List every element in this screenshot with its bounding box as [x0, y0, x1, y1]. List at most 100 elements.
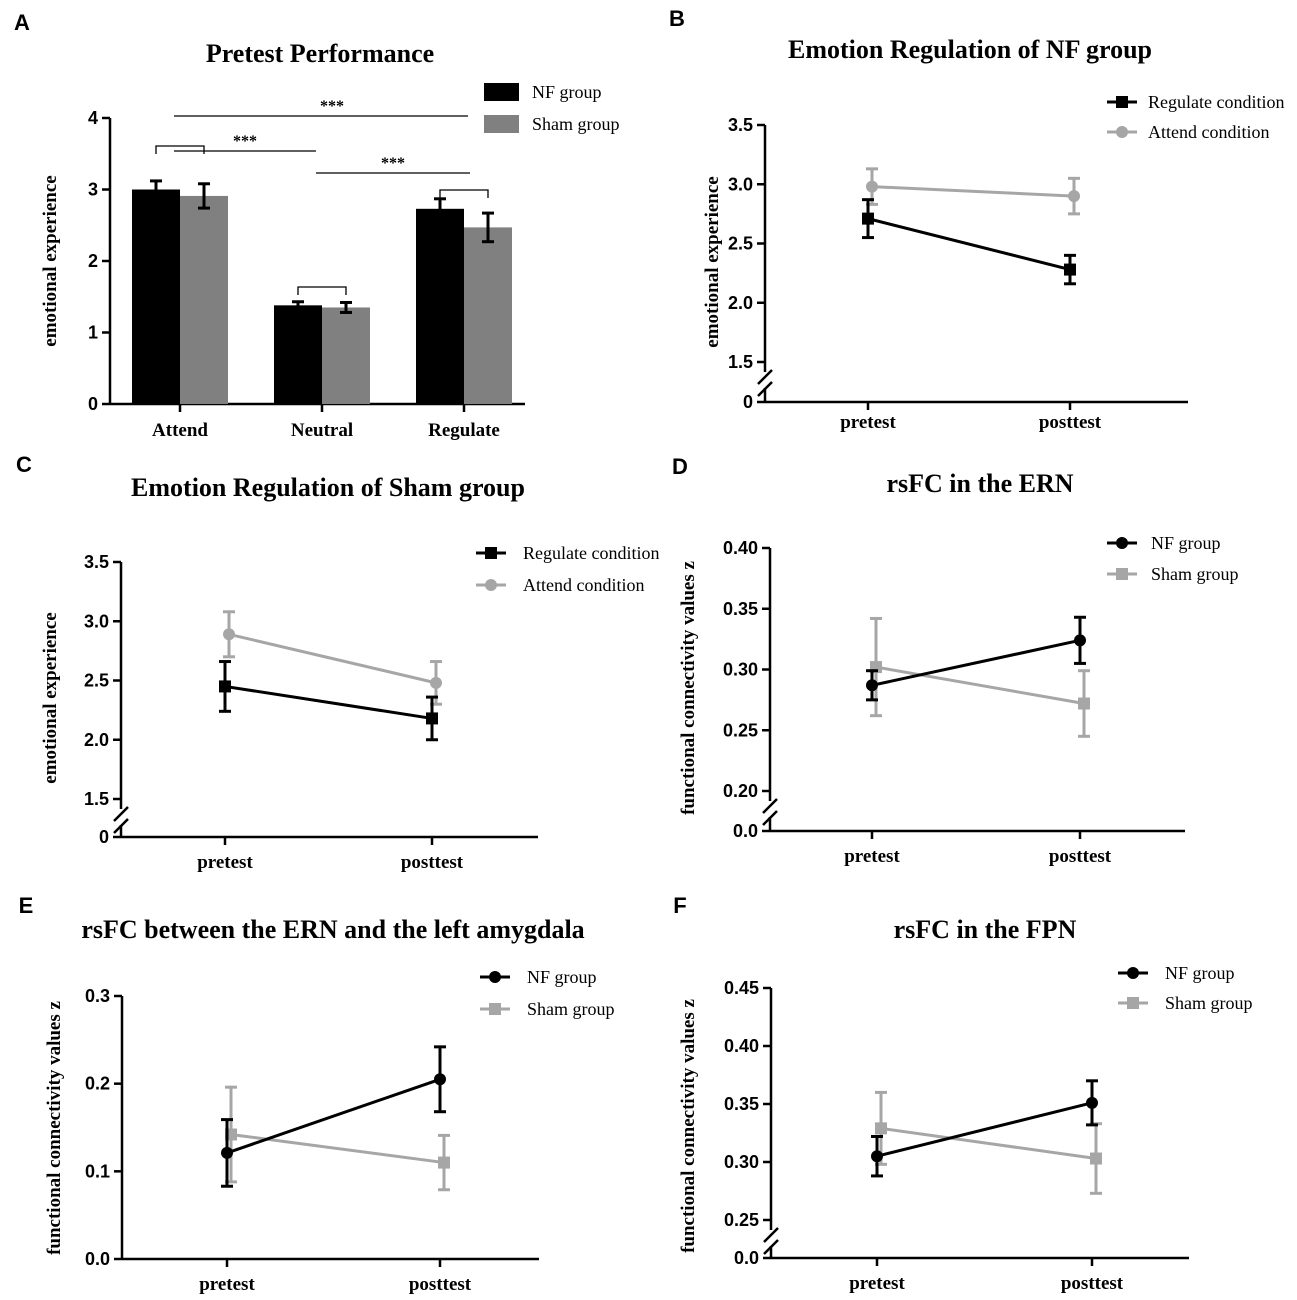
y-axis-label: emotional experience	[40, 175, 61, 346]
legend-label: Regulate condition	[1148, 92, 1284, 112]
y-tick-label: 0.40	[724, 1036, 759, 1056]
x-tick-label: pretest	[199, 1274, 255, 1295]
chart-title: rsFC between the ERN and the left amygda…	[81, 915, 584, 944]
series-line	[226, 1077, 441, 1155]
series-line	[876, 1101, 1093, 1158]
legend-marker	[489, 1003, 501, 1015]
y-tick-label: 0.40	[723, 538, 758, 558]
y-tick-label: 1	[88, 323, 98, 343]
y-tick-label: 0.30	[724, 1152, 759, 1172]
axis-break-icon	[763, 1227, 779, 1255]
y-tick-label: 2.5	[84, 671, 109, 691]
legend-label: NF group	[1151, 533, 1221, 553]
data-point	[1074, 634, 1086, 647]
y-axis-label: functional connectivity values z	[678, 999, 699, 1253]
legend-label: Sham group	[532, 114, 620, 134]
series-line	[224, 684, 433, 720]
x-tick-label: pretest	[849, 1273, 905, 1294]
data-point	[219, 680, 231, 693]
series-line	[880, 1126, 1097, 1161]
y-tick-label: 0.30	[723, 660, 758, 680]
y-tick-label: 0.1	[85, 1161, 110, 1181]
panel-c: C Emotion Regulation of Sham group emotion…	[16, 452, 659, 873]
significance-marker: ***	[381, 155, 405, 172]
legend-label: NF group	[532, 82, 602, 102]
legend-label: NF group	[1165, 963, 1235, 983]
legend-marker	[1127, 997, 1139, 1009]
series-line	[228, 632, 437, 685]
y-tick-label: 0.20	[723, 781, 758, 801]
data-point	[866, 180, 878, 193]
y-tick-label: 2.0	[84, 730, 109, 750]
data-point	[1078, 697, 1090, 710]
error-bar	[198, 182, 210, 210]
legend-marker	[489, 971, 501, 983]
x-tick-label: pretest	[197, 852, 253, 873]
data-point	[438, 1156, 450, 1169]
error-bar	[482, 211, 494, 244]
y-tick-label: 3.0	[728, 174, 753, 194]
bar	[274, 305, 322, 404]
bar	[416, 208, 464, 404]
chart-title: rsFC in the ERN	[886, 469, 1073, 498]
data-point	[1068, 190, 1080, 203]
y-tick-label: 0.35	[724, 1094, 759, 1114]
bar	[464, 227, 512, 404]
error-bar	[292, 300, 304, 311]
legend-marker	[1116, 568, 1128, 580]
x-tick-label: posttest	[1049, 846, 1112, 867]
series-line	[867, 217, 1071, 272]
y-tick-label: 3	[88, 180, 98, 200]
legend-marker	[485, 579, 497, 591]
y-tick-label: 0.0	[733, 821, 758, 841]
axis-break-icon	[762, 798, 778, 826]
x-tick-label: posttest	[1061, 1273, 1124, 1294]
data-point	[426, 712, 438, 725]
data-point	[223, 628, 235, 641]
y-axis-label: emotional experience	[40, 612, 61, 783]
y-tick-label: 2.0	[728, 293, 753, 313]
bar	[180, 195, 228, 404]
series-1	[221, 1045, 446, 1188]
y-tick-label: 0.0	[85, 1249, 110, 1269]
data-point	[221, 1146, 233, 1159]
series-line	[875, 665, 1085, 705]
y-tick-label: 0	[743, 392, 753, 412]
panel-label: C	[16, 452, 32, 477]
series-2	[225, 1085, 450, 1192]
comparison-bracket	[155, 145, 205, 154]
y-tick-label: 1.5	[84, 789, 109, 809]
y-tick-label: 0.2	[85, 1074, 110, 1094]
axis-break-icon	[757, 369, 773, 397]
y-axis-label: emotional experience	[702, 176, 723, 347]
data-point	[1064, 263, 1076, 276]
legend-marker	[485, 547, 497, 559]
legend-label: Sham group	[527, 999, 615, 1019]
comparison-bracket	[297, 286, 347, 295]
significance-marker: ***	[320, 98, 344, 115]
legend-swatch	[484, 83, 519, 101]
data-point	[1086, 1096, 1098, 1109]
panel-label: F	[673, 893, 686, 918]
series-1	[871, 1079, 1098, 1178]
legend-swatch	[484, 115, 519, 133]
y-tick-label: 0	[88, 394, 98, 414]
bar	[132, 189, 180, 404]
error-bar	[434, 197, 446, 221]
panel-b: B Emotion Regulation of NF group emotional…	[669, 6, 1284, 433]
series-1	[866, 615, 1086, 702]
y-tick-label: 0.25	[724, 1210, 759, 1230]
y-tick-label: 0.35	[723, 599, 758, 619]
series-line	[871, 185, 1075, 198]
legend-marker	[1116, 96, 1128, 108]
y-tick-label: 0.3	[85, 986, 110, 1006]
x-tick-label: Attend	[152, 420, 208, 441]
data-point	[871, 1150, 883, 1163]
chart-title: rsFC in the FPN	[894, 915, 1077, 944]
series-2	[223, 610, 442, 706]
y-tick-label: 3.5	[84, 552, 109, 572]
y-tick-label: 4	[88, 108, 98, 128]
